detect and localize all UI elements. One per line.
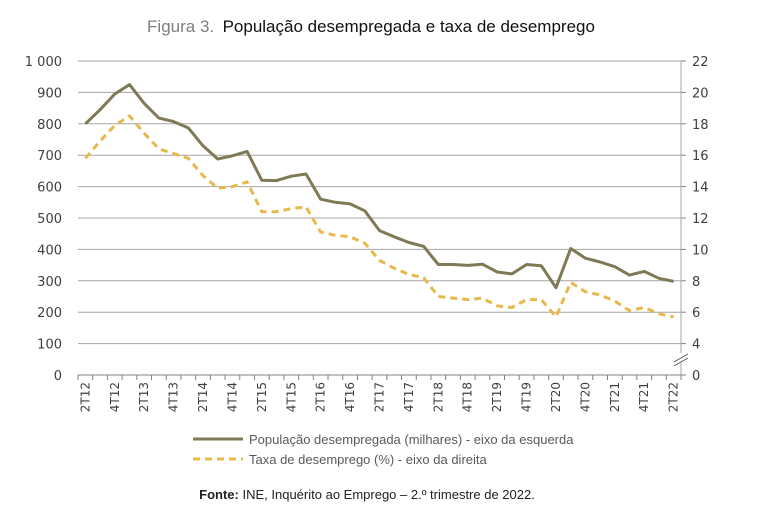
- x-tick-label: 4T17: [402, 382, 416, 412]
- y-right-tick-label: 10: [692, 243, 709, 258]
- y-left-tick-label: 300: [37, 275, 62, 290]
- x-tick-label: 4T19: [520, 382, 534, 412]
- x-tick-label: 4T18: [461, 382, 475, 412]
- y-left-tick-label: 500: [37, 212, 62, 227]
- legend: População desempregada (milhares) - eixo…: [193, 432, 574, 467]
- x-tick-label: 4T21: [637, 382, 651, 412]
- x-tick-label: 2T13: [137, 382, 151, 412]
- x-tick-label: 4T14: [225, 382, 239, 412]
- x-tick-label: 2T19: [490, 382, 504, 412]
- y-right-tick-label: 22: [692, 55, 709, 70]
- legend-label-rate: Taxa de desemprego (%) - eixo da direita: [249, 452, 488, 467]
- title-text: População desempregada e taxa de desempr…: [223, 17, 595, 36]
- x-tick-label: 2T14: [196, 382, 210, 412]
- y-axis-right: 0 4 6 8 10 12 14 16 18 20 22: [692, 55, 709, 384]
- x-tick-label: 2T18: [431, 382, 445, 412]
- y-right-tick-label: 4: [692, 338, 700, 353]
- x-tick-label: 2T22: [667, 382, 681, 412]
- x-tick-label: 4T20: [578, 382, 592, 412]
- line-rate: [84, 114, 674, 319]
- y-left-tick-label: 200: [37, 306, 62, 321]
- y-axis-left: 0 100 200 300 400 500 600 700 800 900 1 000: [25, 55, 62, 384]
- x-tick-label: 2T15: [255, 382, 269, 412]
- y-right-tick-label: 20: [692, 86, 709, 101]
- x-tick-label: 4T12: [108, 382, 122, 412]
- x-tick-label: 2T17: [373, 382, 387, 412]
- y-right-tick-label: 8: [692, 275, 700, 290]
- axis-break-mark: [673, 353, 689, 363]
- y-right-tick-label: 0: [692, 369, 700, 384]
- x-tick-label: 2T16: [314, 382, 328, 412]
- axes: [77, 60, 689, 380]
- series-population: [84, 83, 674, 290]
- y-left-tick-label: 700: [37, 149, 62, 164]
- legend-label-population: População desempregada (milhares) - eixo…: [249, 432, 574, 447]
- y-left-tick-label: 400: [37, 243, 62, 258]
- axis-break-mark: [673, 357, 689, 367]
- x-tick-label: 2T20: [549, 382, 563, 412]
- y-left-tick-label: 800: [37, 118, 62, 133]
- y-left-tick-label: 0: [54, 369, 62, 384]
- x-tick-label: 2T12: [78, 382, 92, 412]
- y-left-tick-label: 100: [37, 338, 62, 353]
- source-label: Fonte:: [199, 487, 239, 502]
- x-tick-label: 4T13: [167, 382, 181, 412]
- y-right-tick-label: 14: [692, 181, 709, 196]
- y-left-tick-label: 1 000: [25, 55, 62, 70]
- source-note: Fonte: INE, Inquérito ao Emprego – 2.º t…: [199, 487, 535, 502]
- y-right-tick-label: 6: [692, 306, 700, 321]
- chart-title: Figura 3. População desempregada e taxa …: [147, 17, 595, 36]
- gridlines: [78, 60, 681, 345]
- y-right-tick-label: 12: [692, 212, 709, 227]
- series-rate: [84, 114, 674, 319]
- x-tick-label: 4T15: [284, 382, 298, 412]
- series: [84, 83, 674, 319]
- x-tick-label: 2T21: [608, 382, 622, 412]
- y-right-tick-label: 16: [692, 149, 709, 164]
- y-left-tick-label: 600: [37, 181, 62, 196]
- x-tick-label: 4T16: [343, 382, 357, 412]
- y-right-tick-label: 18: [692, 118, 709, 133]
- y-left-tick-label: 900: [37, 86, 62, 101]
- figure-number: Figura 3.: [147, 17, 214, 36]
- x-axis: 2T12 4T12 2T13 4T13 2T14 4T14 2T15 4T15 2T16 4T16…: [78, 382, 680, 412]
- source-text: INE, Inquérito ao Emprego – 2.º trimestr…: [239, 487, 535, 502]
